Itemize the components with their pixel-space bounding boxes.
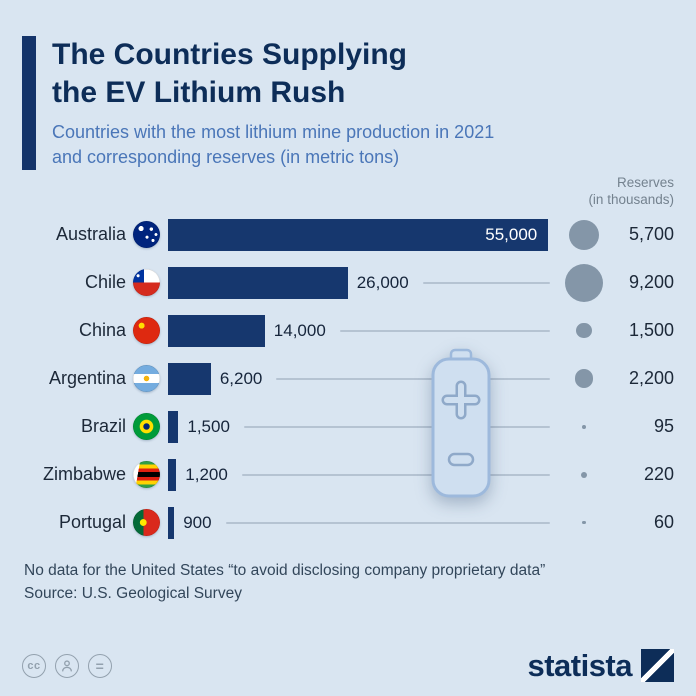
chart-row: Argentina 6,200 2,200 [22,355,674,403]
country-label: Brazil [80,416,126,437]
reserve-circle-cell [560,424,608,429]
bar-track: 1,200 [168,451,560,499]
chart-row: China 14,000 1,500 [22,307,674,355]
reserves-header-line-2: (in thousands) [588,192,674,208]
reserve-circle [582,424,586,429]
production-bar [168,458,177,491]
production-bar [168,266,348,299]
chile-flag-icon [133,269,160,297]
reserve-circle-cell [560,263,608,302]
connector-line [339,329,550,332]
page-subtitle: Countries with the most lithium mine pro… [52,120,494,170]
country-label: Zimbabwe [42,464,126,485]
australia-flag-icon [133,221,160,249]
production-bar [168,410,179,443]
reserve-value-label: 9,200 [628,272,674,293]
production-bar [168,506,175,539]
bar-track: 14,000 [168,307,560,355]
title-line-2: the EV Lithium Rush [52,75,346,109]
reserve-value-label: 1,500 [628,320,674,341]
country-label: Chile [84,272,126,293]
reserve-circle [568,219,600,250]
production-value-label: 55,000 [485,224,538,244]
subtitle-line-2: and corresponding reserves (in metric to… [52,146,400,167]
country-label: Argentina [48,368,126,389]
reserve-value-label: 5,700 [628,224,674,245]
production-bar [168,314,265,347]
reserve-circle-cell [560,323,608,339]
reserves-column-header: Reserves (in thousands) [0,174,696,209]
reserve-circle-cell [560,219,608,250]
reserve-value-label: 60 [653,512,674,533]
header-text: The Countries Supplying the EV Lithium R… [52,36,494,170]
footer-source: Source: U.S. Geological Survey [24,585,242,602]
bar-track: 900 [168,499,560,547]
attribution-person-icon[interactable] [55,653,79,678]
reserve-circle [582,521,586,525]
connector-line [241,473,550,476]
country-label: Portugal [58,512,126,533]
reserve-circle-cell [560,369,608,389]
title-line-1: The Countries Supplying [52,38,408,71]
title-accent-bar [22,36,36,170]
page-title: The Countries Supplying the EV Lithium R… [52,36,494,111]
reserve-value-label: 2,200 [628,368,674,389]
reserve-circle-cell [560,471,608,478]
reserve-circle-cell [560,521,608,525]
production-bar: 55,000 [168,218,549,251]
production-value-label: 900 [183,512,212,532]
production-value-label: 1,200 [185,464,228,484]
reserve-value-label: 220 [643,464,674,485]
production-bar [168,362,211,395]
production-value-label: 14,000 [273,320,326,340]
production-value-label: 6,200 [219,368,263,388]
license-icons: cc = [22,653,112,678]
reserves-header-line-1: Reserves [616,174,674,190]
reserve-circle [581,471,587,478]
portugal-flag-icon [133,509,160,537]
bar-track: 55,000 [168,211,560,259]
chart-rows: Australia 55,000 5,700 Chile 26,000 9,20… [0,211,696,547]
chart-row: Australia 55,000 5,700 [22,211,674,259]
statista-logo-mark-icon [641,649,674,682]
connector-line [225,521,550,524]
country-label: China [78,320,126,341]
bar-track: 6,200 [168,355,560,403]
connector-line [276,377,550,380]
bar-track: 1,500 [168,403,560,451]
reserve-circle [574,369,594,389]
connector-line [243,425,550,428]
chart-row: Chile 26,000 9,200 [22,259,674,307]
chart-row: Portugal 900 60 [22,499,674,547]
reserve-value-label: 95 [653,416,674,437]
footer: No data for the United States “to avoid … [0,547,696,606]
cc-license-icon[interactable]: cc [22,653,46,678]
subtitle-line-1: Countries with the most lithium mine pro… [52,122,495,142]
battery-illustration [428,348,494,505]
china-flag-icon [133,317,160,345]
header: The Countries Supplying the EV Lithium R… [0,0,696,170]
argentina-flag-icon [133,365,160,393]
no-derivatives-icon[interactable]: = [88,653,112,678]
production-value-label: 26,000 [356,272,409,292]
production-value-label: 1,500 [187,416,230,436]
reserve-circle [564,263,604,302]
statista-logo[interactable]: statista [527,649,674,682]
bottom-bar: cc = statista [22,649,674,682]
statista-wordmark: statista [527,648,632,683]
footer-note: No data for the United States “to avoid … [24,561,546,579]
brazil-flag-icon [133,413,160,441]
country-label: Australia [55,224,126,245]
chart-row: Zimbabwe 1,200 220 [22,451,674,499]
reserve-circle [576,323,592,339]
zimbabwe-flag-icon [133,461,160,489]
chart-row: Brazil 1,500 95 [22,403,674,451]
connector-line [422,281,550,284]
bar-track: 26,000 [168,259,560,307]
